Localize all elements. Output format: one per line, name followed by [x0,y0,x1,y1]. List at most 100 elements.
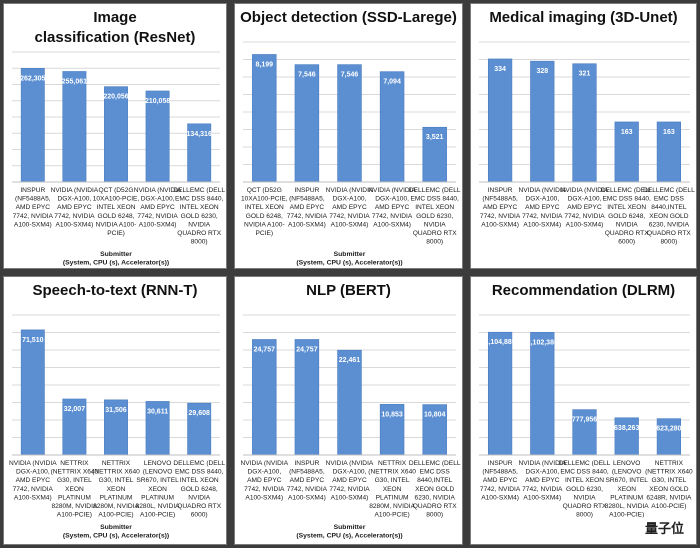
bar-chart-speech-to-text: 71,510 NVIDIA (NVIDIA DGX-A100, AMD EPYC 774… [9,314,225,540]
bar [656,418,682,456]
tick-label: NVIDIA (NVIDIA DGX-A100, AMD EPYC 7742, NVI… [326,187,374,228]
bar [104,86,128,183]
data-label: 32,007 [64,406,86,413]
tick-label: INSPUR (NF5488A5, AMD EPYC 7742, NVIDIA A100… [480,460,521,501]
data-label: 623,280 [656,426,681,433]
chart-title: Image classification (ResNet) [34,9,196,46]
bar [487,331,513,456]
data-label: 134,316 [187,131,212,138]
bar [294,339,320,456]
chart-title: Speech-to-text (RNN-T) [32,282,198,299]
bar-chart-image-classification: 262,305 INSPUR (NF5488A5, AMD EPYC 7742, NVI… [12,51,225,267]
tick-label: NVIDIA (NVIDIA DGX-A100, AMD EPYC 7742, NVI… [134,187,182,228]
chart-panel-recommendation: Recommendation (DLRM) 2,104,889 INSPUR (NF… [470,276,697,545]
x-axis-label: Submitter (System, CPU (s), Accelerator(s… [63,524,169,540]
data-label: 163 [621,129,633,136]
tick-label: QCT (D52G 10XA100-PCIE, INTEL XEON GOLD 624… [241,187,288,237]
tick-label: NETTRIX (NETTRIX X640 G30, INTEL XEON PLATIN… [92,460,140,519]
bar-chart-object-detection: 8,199 QCT (D52G 10XA100-PCIE, INTEL XEON GOL… [241,41,461,267]
bar-chart-nlp: 24,757 NVIDIA (NVIDIA DGX-A100, AMD EPYC 774… [240,314,461,540]
tick-label: NETTRIX (NETTRIX X640 G30, INTEL XEON PLATIN… [51,460,99,519]
bar [294,64,320,183]
data-label: 29,608 [188,410,210,417]
bar [20,329,45,456]
x-axis-label: Submitter (System, CPU (s), Accelerator(s… [296,251,402,267]
chart-panel-object-detection: Object detection (SSD-Larege) 8,199 QCT (… [234,3,463,269]
data-label: 8,199 [256,61,274,68]
data-label: 163 [663,129,675,136]
data-label: 10,853 [381,411,403,418]
data-label: 31,506 [105,407,127,414]
bar [252,339,277,456]
data-label: 7,546 [298,72,316,79]
tick-label: DELLEMC (DELL EMC DSS 8440, INTEL XEON GOLD… [173,187,225,246]
chart-title: Object detection (SSD-Larege) [240,9,457,26]
bar [572,63,597,183]
bar [252,54,277,183]
chart-title: Recommendation (DLRM) [491,282,676,299]
tick-label: NVIDIA (NVIDIA DGX-A100, AMD EPYC 7742, NVI… [561,187,609,228]
bar [379,71,405,183]
data-label: 2,104,889 [485,339,516,346]
tick-label: NVIDIA (NVIDIA DGX-A100, AMD EPYC 7742, NVI… [240,460,288,501]
data-label: 3,521 [426,134,444,141]
bar [337,64,362,183]
bar [337,349,362,456]
data-label: 30,611 [147,408,168,415]
bar [20,68,45,183]
chart-panel-speech-to-text: Speech-to-text (RNN-T) 71,510 NVIDIA (NVI… [3,276,227,545]
tick-label: NETTRIX (NETTRIX X640 G30, INTEL XEON PLATIN… [368,460,416,519]
data-label: 328 [536,68,548,75]
data-label: 22,461 [339,357,361,364]
chart-panel-nlp: NLP (BERT) 24,757 NVIDIA (NVIDIA DGX-A100,… [234,276,463,545]
bar-chart-medical-imaging: 334 INSPUR (NF5488A5, AMD EPYC 7742, NVIDIA A… [479,41,695,246]
tick-label: NETTRIX (NETTRIX X640 G30, INTEL XEON GOLD 6… [645,460,693,510]
tick-label: LENOVO (LENOVO SR670, INTEL XEON PLATINUM 828… [605,460,650,519]
tick-label: LENOVO (LENOVO SR670, INTEL XEON PLATINUM 828… [136,460,181,519]
data-label: 7,546 [341,72,359,79]
x-axis-label: Submitter (System, CPU (s), Accelerator(s… [296,524,402,540]
tick-label: DELLEMC (DELL EMC DSS 8440, INTEL XEON GOLD… [559,460,611,519]
tick-label: NVIDIA (NVIDIA DGX-A100, AMD EPYC 7742, NVI… [326,460,374,501]
tick-label: NVIDIA (NVIDIA DGX-A100, AMD EPYC 7742, NVI… [9,460,57,501]
chart-title: NLP (BERT) [306,282,391,299]
data-label: 210,058 [145,98,170,105]
data-label: 24,757 [254,346,276,353]
data-label: 777,956 [572,417,597,424]
tick-label: INSPUR (NF5488A5, AMD EPYC 7742, NVIDIA A100… [287,460,328,501]
bar [530,60,555,183]
tick-label: DELLEMC (DELL EMC DSS 8440,INTEL XEON GOLD 6… [409,460,461,519]
watermark-logo: 量子位 [640,517,688,538]
bar [62,71,87,183]
x-axis-label: Submitter (System, CPU (s), Accelerator(s… [63,251,169,267]
tick-label: NVIDIA (NVIDIA DGX-A100, AMD EPYC 7742, NVI… [51,187,99,228]
bar [530,332,555,456]
data-label: 262,305 [20,75,45,82]
bar [614,417,639,456]
chart-panel-medical-imaging: Medical imaging (3D-Unet) 334 INSPUR (NF54… [470,3,697,269]
tick-label: DELLEMC (DELL EMC DSS 8440, INTEL XEON GOLD… [409,187,461,246]
tick-label: DELLEMC (DELL EMC DSS 8440, INTEL XEON GOLD… [173,460,225,519]
tick-label: NVIDIA (NVIDIA DGX-A100, AMD EPYC 7742, NVI… [368,187,416,228]
data-label: 71,510 [22,337,44,344]
tick-label: INSPUR (NF5488A5, AMD EPYC 7742, NVIDIA A100… [480,187,521,228]
tick-label: QCT (D52G 10XA100-PCIE, INTEL XEON GOLD 624… [93,187,140,237]
tick-label: NVIDIA (NVIDIA DGX-A100, AMD EPYC 7742, NVI… [518,187,566,228]
tick-label: NVIDIA (NVIDIA DGX-A100, AMD EPYC 7742, NVI… [518,460,566,501]
data-label: 255,061 [62,78,87,85]
data-label: 7,094 [383,79,401,86]
chart-title: Medical imaging (3D-Unet) [489,9,678,26]
chart-panel-image-classification: Image classification (ResNet) 262,305 INS… [3,3,227,269]
tick-label: DELLEMC (DELL EMC DSS 8440, INTEL XEON GOLD… [601,187,653,246]
bar [487,58,513,183]
data-label: 220,056 [103,94,128,101]
bar-chart-recommendation: 2,104,889 INSPUR (NF5488A5, AMD EPYC 7742, N… [479,314,693,519]
data-label: 24,757 [296,346,318,353]
tick-label: DELLEMC (DELL EMC DSS 8440,INTEL XEON GOLD 6… [643,187,695,246]
tick-label: INSPUR (NF5488A5, AMD EPYC 7742, NVIDIA A100… [13,187,54,228]
data-label: 321 [579,71,591,78]
data-label: 10,804 [424,412,446,419]
data-label: 334 [494,66,506,73]
tick-label: INSPUR (NF5488A5, AMD EPYC 7742, NVIDIA A100… [287,187,328,228]
data-label: 638,263 [614,425,639,432]
